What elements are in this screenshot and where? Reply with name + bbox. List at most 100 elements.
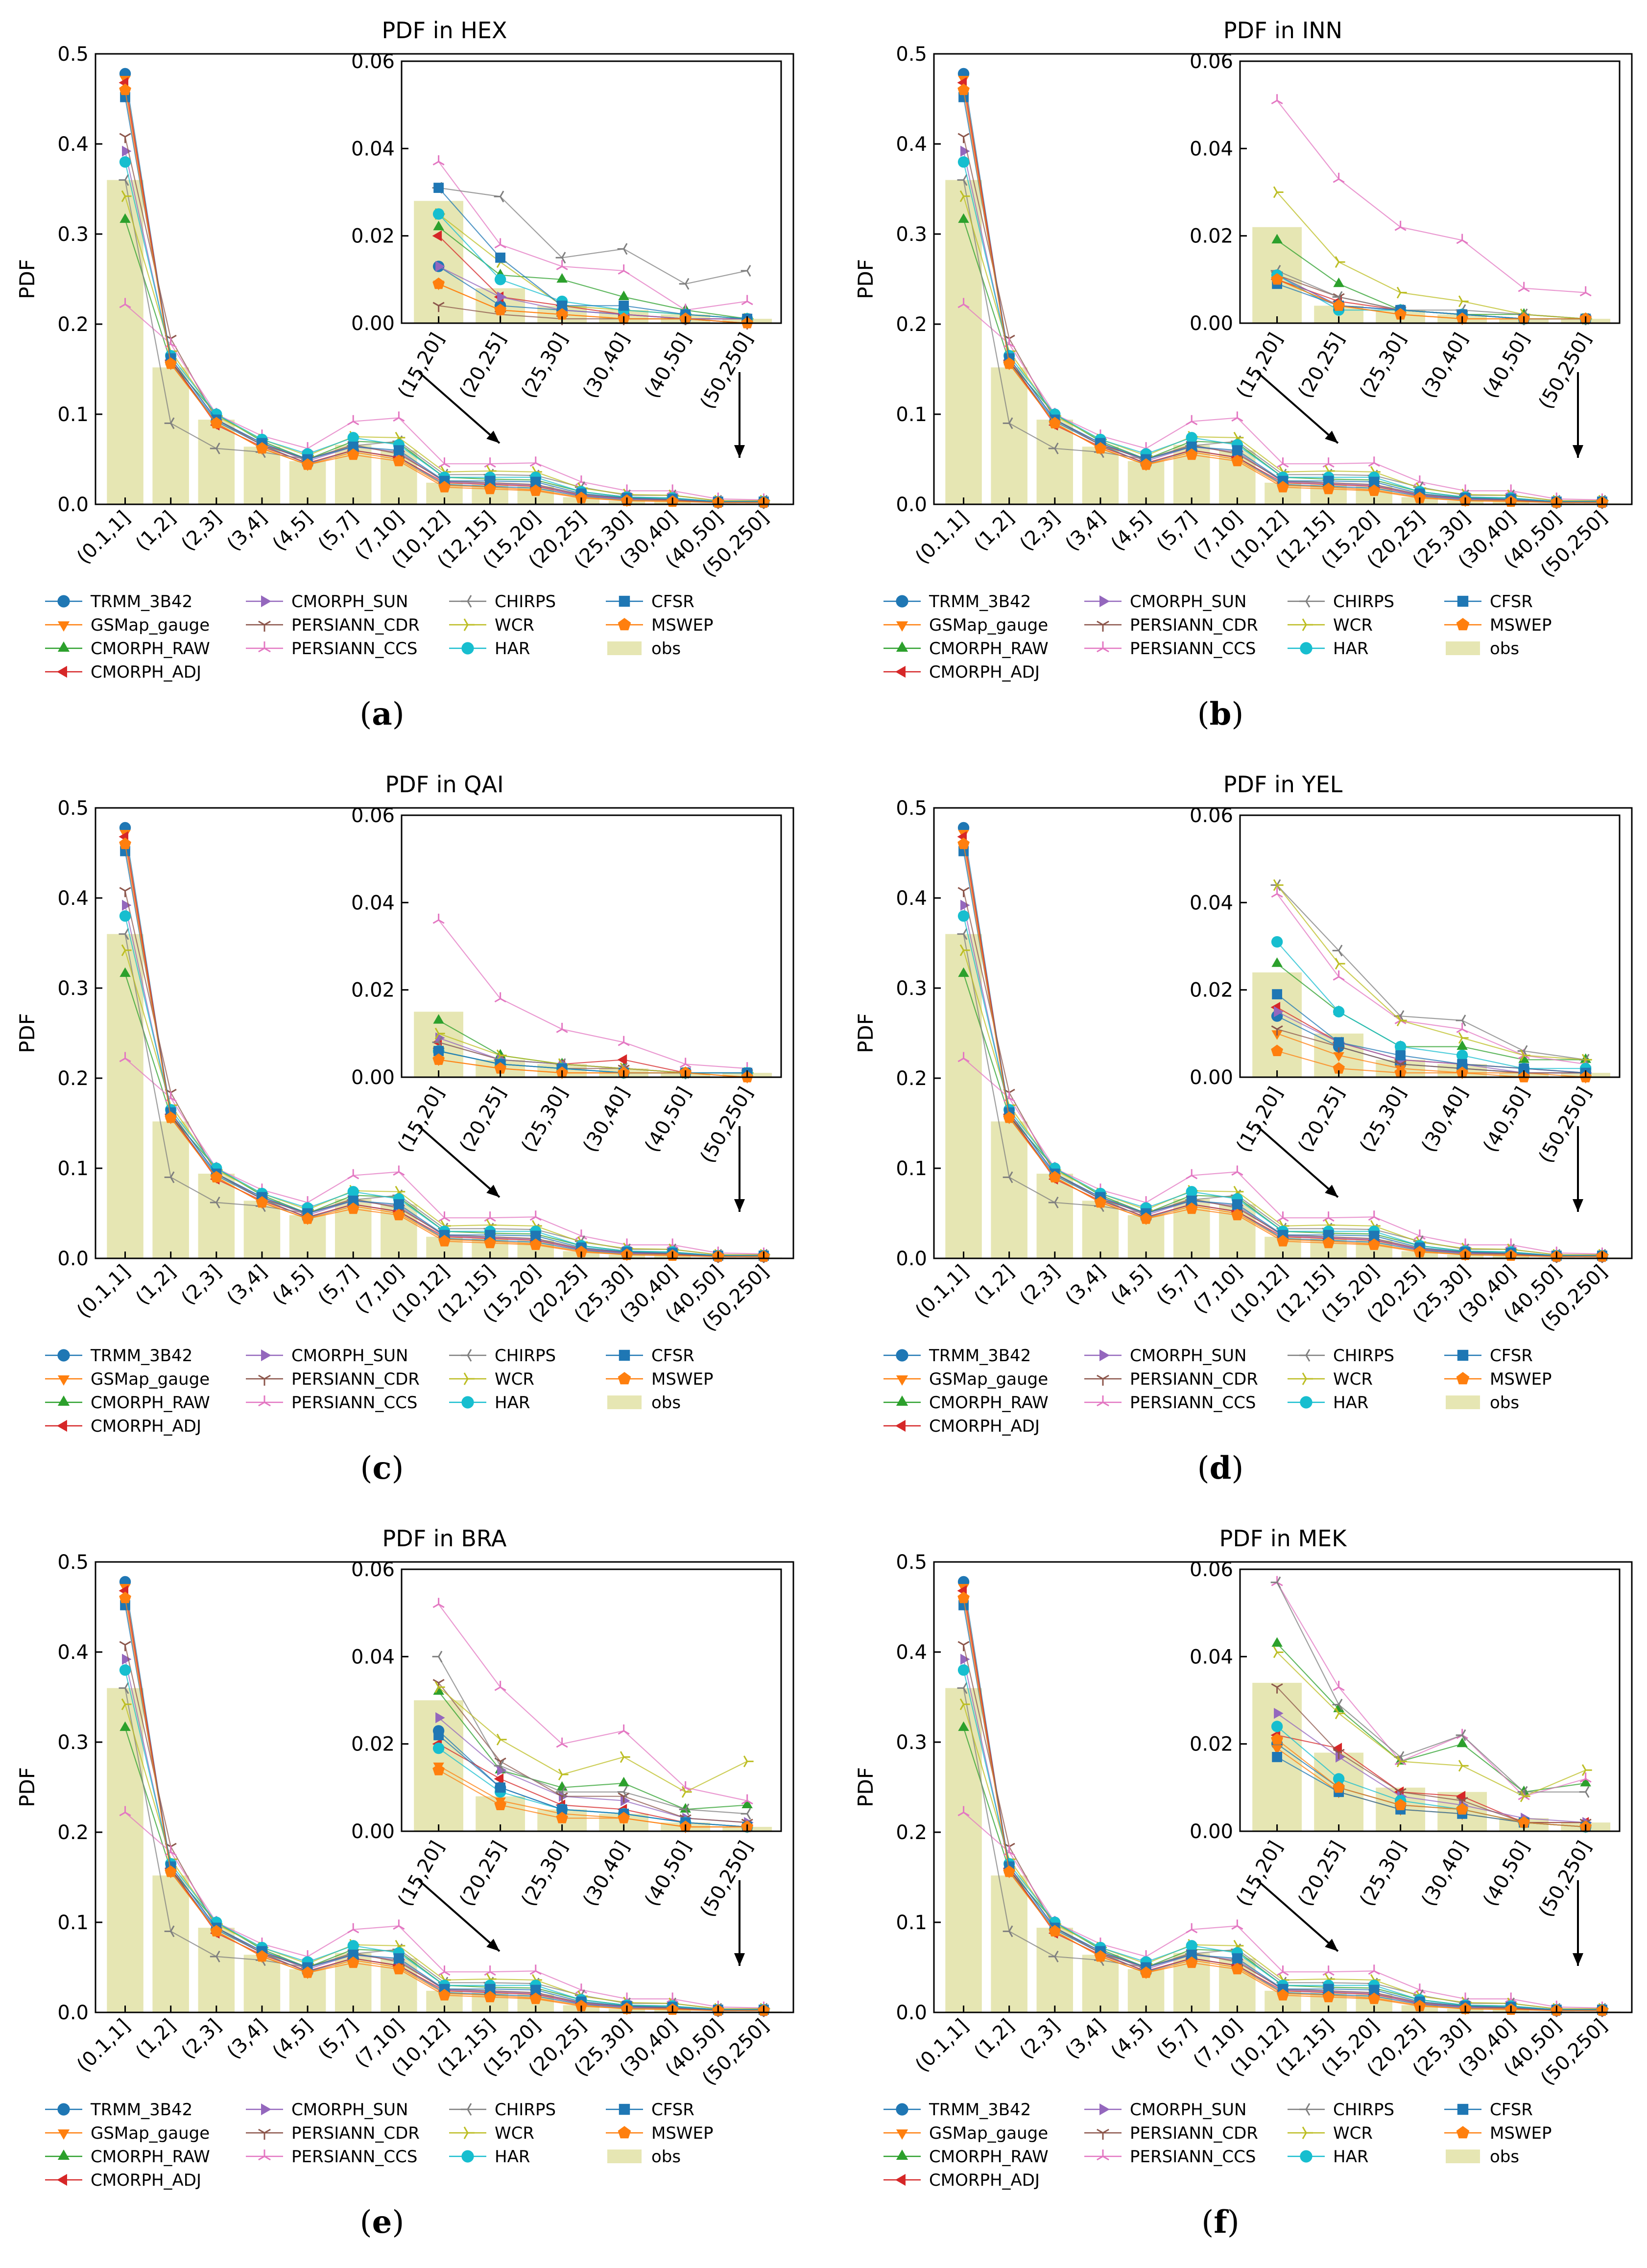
obs-bar xyxy=(107,180,143,505)
legend-label: CMORPH_RAW xyxy=(91,639,210,659)
legend-item-PERSIANN_CCS: PERSIANN_CCS xyxy=(1084,639,1256,659)
inset-point-PERSIANN_CCS xyxy=(741,295,753,306)
legend-label: PERSIANN_CDR xyxy=(291,615,420,635)
inset-y-tick-label: 0.00 xyxy=(1190,1820,1233,1843)
legend-marker xyxy=(1456,2126,1470,2139)
x-tick-label: (1,2] xyxy=(970,507,1019,556)
inset-y-tick-label: 0.06 xyxy=(351,50,395,73)
legend-marker xyxy=(258,2128,271,2140)
legend-marker xyxy=(1300,1396,1313,1409)
legend-item-PERSIANN_CCS: PERSIANN_CCS xyxy=(1084,2147,1256,2167)
point-CMORPH_RAW xyxy=(119,967,131,977)
inset-frame xyxy=(401,60,782,324)
point-MSWEP xyxy=(301,1966,314,1978)
y-tick-label: 0.1 xyxy=(896,403,927,426)
inset-series-line-MSWEP xyxy=(438,1059,747,1078)
inset-series-line-MSWEP xyxy=(1276,1739,1586,1828)
legend-label: obs xyxy=(651,1393,681,1413)
legend-label: CMORPH_SUN xyxy=(1130,592,1246,612)
point-MSWEP xyxy=(1368,1238,1381,1250)
y-tick-label: 0.3 xyxy=(57,977,89,1000)
point-PERSIANN_CCS xyxy=(1231,1919,1243,1930)
legend-item-HAR: HAR xyxy=(1288,2147,1368,2167)
point-MSWEP xyxy=(256,1950,268,1962)
point-CHIRPS xyxy=(1048,1196,1059,1208)
inset-point-CHIRPS xyxy=(1332,1699,1343,1711)
inset-x-tick-label: (30,40] xyxy=(579,1837,634,1910)
inset-point-WCR xyxy=(1335,1707,1345,1720)
y-tick-label: 0.0 xyxy=(896,494,927,516)
legend-marker xyxy=(618,1372,631,1385)
inset-point-PERSIANN_CCS xyxy=(1456,1022,1468,1033)
inset-point-HAR xyxy=(1333,1006,1345,1017)
inset-point-CHIRPS xyxy=(1579,1786,1590,1798)
legend-item-CFSR: CFSR xyxy=(606,592,694,612)
legend-item-PERSIANN_CDR: PERSIANN_CDR xyxy=(246,615,420,635)
panel-title: PDF in INN xyxy=(1223,17,1342,44)
point-PERSIANN_CCS xyxy=(1505,484,1517,495)
legend-item-CMORPH_RAW: CMORPH_RAW xyxy=(45,2147,210,2167)
legend-label: PERSIANN_CCS xyxy=(1130,2147,1256,2167)
inset-point-CMORPH_RAW xyxy=(1271,1637,1283,1647)
obs-bar xyxy=(1082,1201,1119,1258)
x-tick-label: (3,4] xyxy=(1061,507,1110,556)
inset-y-tick-label: 0.06 xyxy=(351,1559,395,1581)
point-CHIRPS xyxy=(164,417,175,429)
legend-item-CHIRPS: CHIRPS xyxy=(1288,1346,1394,1366)
obs-bar xyxy=(243,1955,281,2012)
legend-item-CMORPH_SUN: CMORPH_SUN xyxy=(246,1346,408,1366)
inset-y-tick-label: 0.04 xyxy=(351,1646,395,1668)
legend-marker xyxy=(896,1375,908,1386)
x-tick-label: (2,3] xyxy=(1015,507,1064,556)
point-CFSR xyxy=(1369,476,1380,487)
legend-marker xyxy=(57,2129,70,2140)
legend-marker xyxy=(1457,2103,1469,2115)
inset-point-WCR xyxy=(1335,256,1345,268)
inset-point-MSWEP xyxy=(494,1798,506,1810)
legend-label: CFSR xyxy=(651,1346,694,1366)
legend-item-WCR: WCR xyxy=(449,615,534,635)
legend-marker xyxy=(1456,618,1470,631)
legend-item-CMORPH_SUN: CMORPH_SUN xyxy=(246,592,408,612)
legend: TRMM_3B42 GSMap_gauge CMORPH_RAW CMORPH_ADJ… xyxy=(883,2100,1552,2190)
y-tick-label: 0.1 xyxy=(57,403,89,426)
legend-item-HAR: HAR xyxy=(449,639,530,659)
inset-series-line-PERSIANN_CCS xyxy=(1276,100,1586,293)
legend-label: GSMap_gauge xyxy=(91,2124,210,2143)
legend-item-PERSIANN_CCS: PERSIANN_CCS xyxy=(246,639,417,659)
inset-x-tick-label: (20,25] xyxy=(455,1083,511,1156)
point-PERSIANN_CCS xyxy=(667,484,679,495)
point-MSWEP xyxy=(1322,1236,1335,1249)
obs-bar xyxy=(107,1688,143,2012)
legend-marker xyxy=(1099,595,1110,608)
inset-point-GSMap_gauge xyxy=(1271,1745,1283,1755)
legend-marker xyxy=(57,1419,67,1432)
inset-point-CFSR xyxy=(1272,1752,1283,1762)
obs-bar xyxy=(991,1875,1027,2012)
inset-point-CHIRPS xyxy=(679,278,690,290)
point-CMORPH_SUN xyxy=(960,145,970,157)
point-MSWEP xyxy=(1368,1992,1381,2004)
legend-marker xyxy=(258,1374,271,1386)
y-tick-label: 0.3 xyxy=(896,977,927,1000)
point-MSWEP xyxy=(1413,2000,1426,2011)
point-MSWEP xyxy=(438,1989,451,2001)
point-MSWEP xyxy=(1003,1111,1015,1123)
legend-label: TRMM_3B42 xyxy=(929,592,1031,612)
point-PERSIANN_CCS xyxy=(119,298,131,308)
inset-y-tick-label: 0.02 xyxy=(351,1733,395,1756)
point-MSWEP xyxy=(575,2000,588,2011)
inset-point-PERSIANN_CCS xyxy=(679,1058,692,1068)
inset-point-CHIRPS xyxy=(679,1803,690,1816)
point-HAR xyxy=(347,432,359,444)
inset-point-PERSIANN_CCS xyxy=(618,264,630,275)
inset-series-line-CFSR xyxy=(1276,993,1586,1074)
legend-label: CMORPH_SUN xyxy=(291,592,408,612)
inset-point-CFSR xyxy=(619,300,629,311)
inset-x-tick-label: (40,50] xyxy=(1479,1837,1534,1910)
legend-label: CMORPH_RAW xyxy=(91,1393,210,1413)
legend-item-MSWEP: MSWEP xyxy=(1444,615,1552,635)
x-tick-label: (2,3] xyxy=(177,2015,226,2064)
inset-point-PERSIANN_CCS xyxy=(556,1022,568,1033)
